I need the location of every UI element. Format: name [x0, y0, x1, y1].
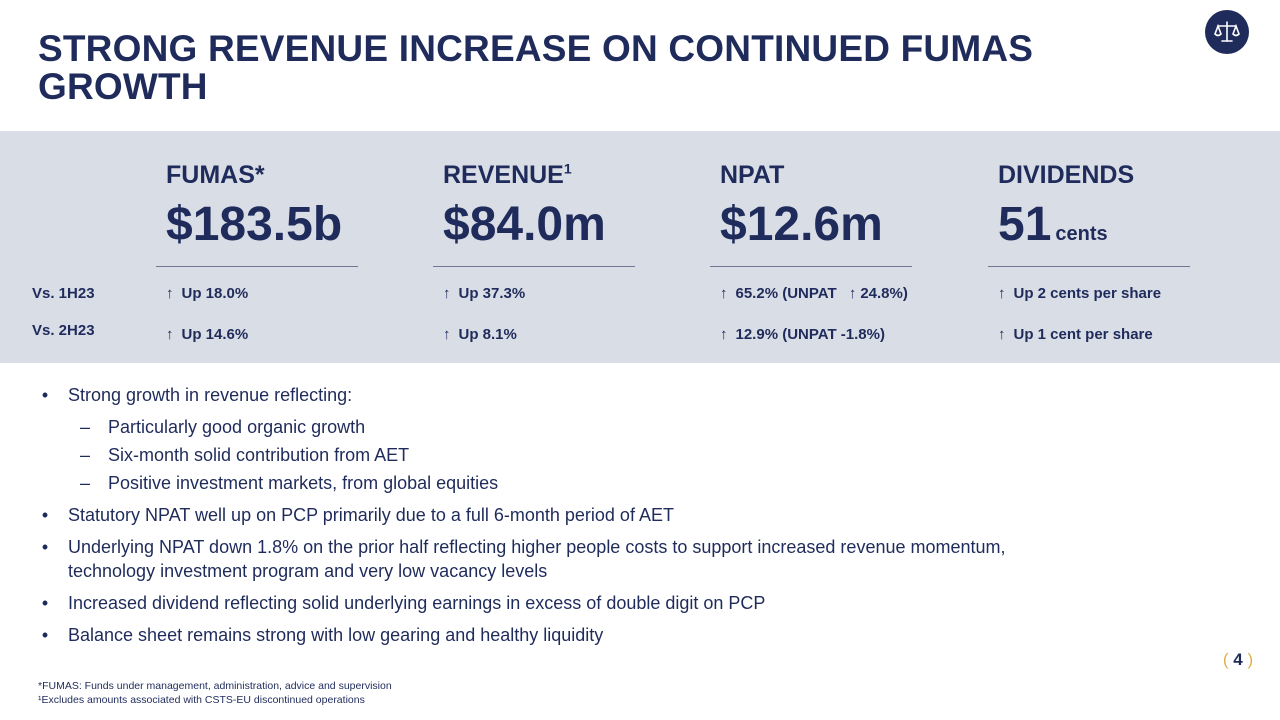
sub-bullet-item: – Particularly good organic growth: [80, 417, 366, 437]
metrics-band: [0, 131, 1280, 363]
slide-title: STRONG REVENUE INCREASE ON CONTINUED FUM…: [38, 28, 1034, 107]
bullet-item: • Underlying NPAT down 1.8% on the prior …: [41, 537, 1006, 581]
revenue-vs-2h23: ↑ Up 8.1%: [443, 326, 517, 343]
metric-fumas: FUMAS* $183.5b: [156, 158, 368, 267]
metric-value: $183.5b: [166, 198, 343, 251]
dividends-vs-1h23: ↑ Up 2 cents per share: [998, 285, 1162, 302]
dividends-vs-2h23: ↑ Up 1 cent per share: [998, 326, 1153, 343]
metric-divider: [156, 266, 358, 267]
company-logo: [1205, 10, 1249, 54]
metric-value: $84.0m: [443, 198, 606, 251]
up-arrow-icon: ↑: [443, 326, 451, 343]
metric-label: REVENUE1: [443, 160, 572, 189]
fumas-vs-2h23: ↑ Up 14.6%: [166, 326, 249, 343]
metric-divider: [433, 266, 635, 267]
metric-label: NPAT: [720, 161, 785, 189]
bullet-item: • Strong growth in revenue reflecting:: [41, 385, 353, 405]
row-label-vs-1h23: Vs. 1H23: [32, 285, 95, 302]
footnote-revenue: ¹Excludes amounts associated with CSTS-E…: [38, 694, 365, 706]
fumas-vs-1h23: ↑ Up 18.0%: [166, 285, 249, 302]
up-arrow-icon: ↑: [720, 326, 728, 343]
npat-vs-1h23: ↑ 65.2% (UNPAT ↑ 24.8%): [720, 285, 908, 302]
scales-of-justice-icon: [1214, 21, 1240, 42]
bullet-item: • Increased dividend reflecting solid und…: [41, 593, 766, 613]
metric-value: $12.6m: [720, 198, 883, 251]
metric-revenue: REVENUE1 $84.0m: [433, 158, 645, 267]
footnote-fumas: *FUMAS: Funds under management, administ…: [38, 680, 392, 692]
up-arrow-icon: ↑: [848, 285, 857, 302]
row-label-vs-2h23: Vs. 2H23: [32, 322, 95, 339]
metric-label: FUMAS*: [166, 161, 265, 189]
up-arrow-icon: ↑: [166, 326, 174, 343]
sub-bullet-item: – Positive investment markets, from globa…: [80, 473, 499, 493]
bullet-item: • Balance sheet remains strong with low g…: [41, 625, 604, 645]
up-arrow-icon: ↑: [166, 285, 174, 302]
bullet-item: • Statutory NPAT well up on PCP primarily…: [41, 505, 674, 525]
page-number: ( 4 ): [1222, 650, 1254, 669]
up-arrow-icon: ↑: [720, 285, 728, 302]
sub-bullet-item: – Six-month solid contribution from AET: [80, 445, 410, 465]
metric-npat: NPAT $12.6m: [710, 158, 922, 267]
up-arrow-icon: ↑: [998, 285, 1006, 302]
revenue-vs-1h23: ↑ Up 37.3%: [443, 285, 526, 302]
commentary-list: • Strong growth in revenue reflecting: – P…: [38, 383, 1038, 655]
metric-divider: [988, 266, 1190, 267]
up-arrow-icon: ↑: [998, 326, 1006, 343]
npat-vs-2h23: ↑ 12.9% (UNPAT -1.8%): [720, 326, 885, 343]
metric-divider: [710, 266, 912, 267]
metric-value: 51 cents: [998, 198, 1108, 251]
metric-dividends: DIVIDENDS 51 cents: [988, 158, 1200, 267]
up-arrow-icon: ↑: [443, 285, 451, 302]
metric-label: DIVIDENDS: [998, 161, 1135, 189]
